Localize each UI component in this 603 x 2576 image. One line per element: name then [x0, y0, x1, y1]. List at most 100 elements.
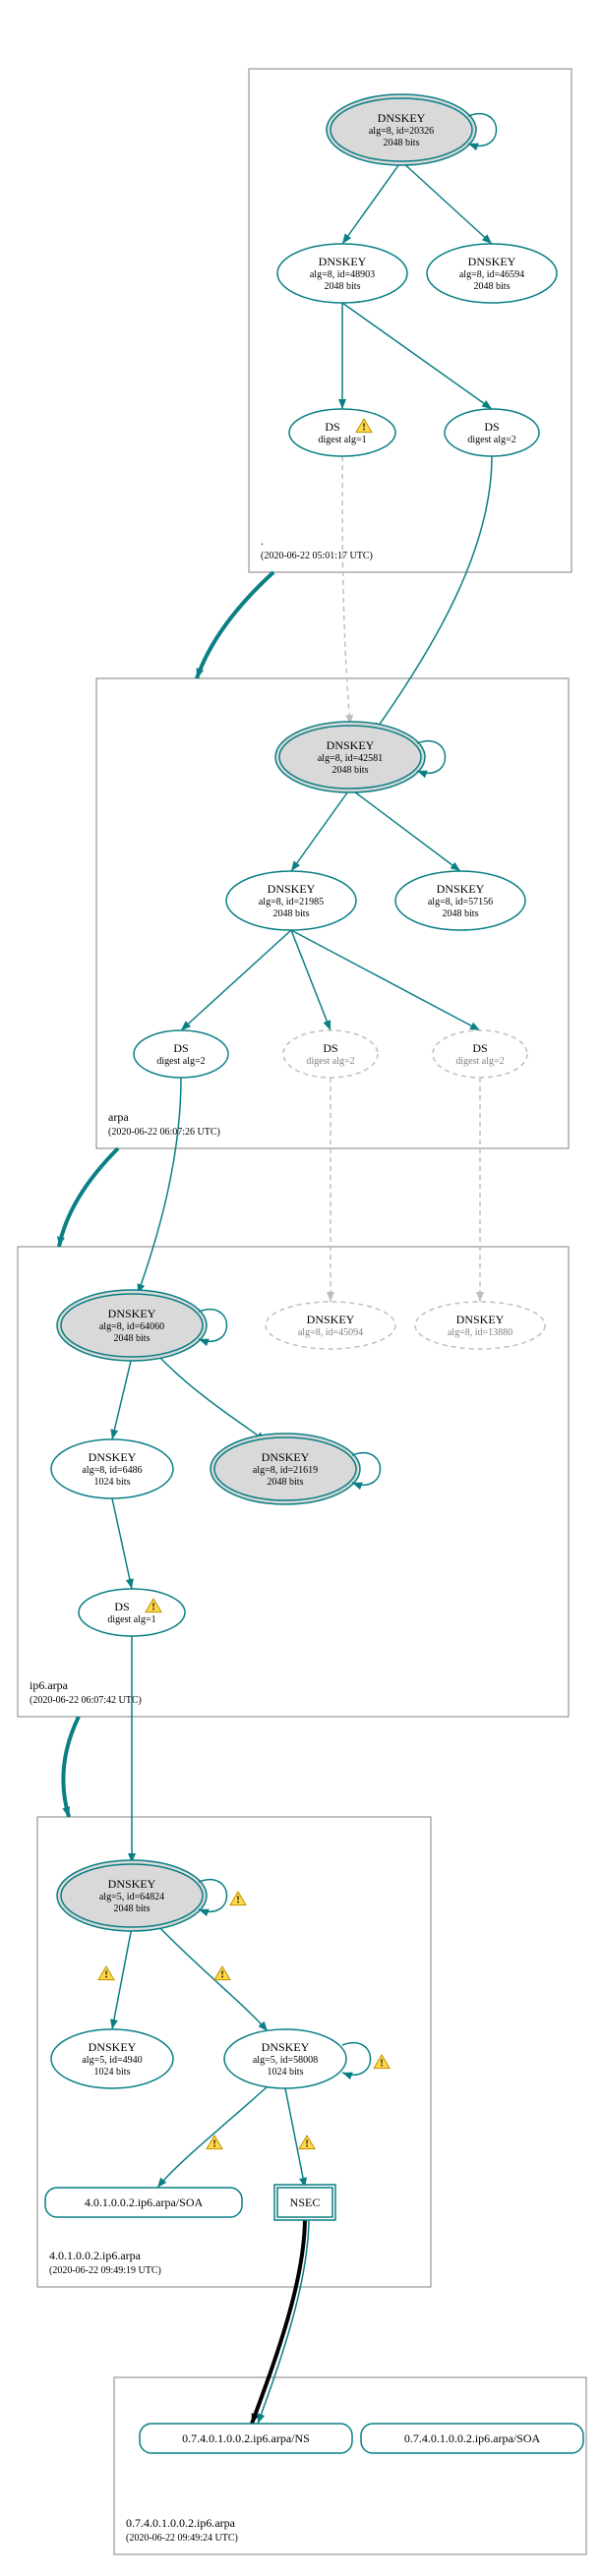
- svg-text:2048 bits: 2048 bits: [268, 1477, 304, 1488]
- svg-text:2048 bits: 2048 bits: [325, 281, 361, 292]
- zone-delegation-edge: [197, 572, 273, 678]
- svg-text:2048 bits: 2048 bits: [114, 1333, 151, 1344]
- node-arpa-ds1: DSdigest alg=2: [134, 1030, 228, 1078]
- edge: [252, 2217, 305, 2424]
- node-arpa-zsk2: DNSKEYalg=8, id=571562048 bits: [395, 871, 525, 930]
- svg-text:2048 bits: 2048 bits: [332, 765, 369, 776]
- node-root-zsk1: DNSKEYalg=8, id=489032048 bits: [277, 244, 407, 303]
- svg-text:DS: DS: [323, 1041, 337, 1055]
- edge: [342, 456, 350, 725]
- svg-text:NSEC: NSEC: [290, 2195, 321, 2209]
- svg-text:!: !: [236, 1896, 239, 1906]
- node-z4-ksk: DNSKEYalg=5, id=648242048 bits: [57, 1860, 207, 1931]
- svg-text:2048 bits: 2048 bits: [474, 281, 511, 292]
- zone-label: 0.7.4.0.1.0.0.2.ip6.arpa: [126, 2516, 236, 2530]
- svg-text:DNSKEY: DNSKEY: [108, 1307, 156, 1320]
- svg-text:digest alg=2: digest alg=2: [156, 1056, 205, 1067]
- svg-text:alg=8, id=57156: alg=8, id=57156: [428, 897, 493, 907]
- svg-text:DNSKEY: DNSKEY: [268, 882, 316, 896]
- edge: [342, 303, 492, 409]
- svg-text:alg=8, id=21985: alg=8, id=21985: [259, 897, 324, 907]
- edge: [157, 1355, 266, 1441]
- zone-label: ip6.arpa: [30, 1678, 69, 1692]
- svg-text:!: !: [305, 2139, 308, 2150]
- svg-text:alg=8, id=45094: alg=8, id=45094: [298, 1327, 363, 1338]
- svg-text:digest alg=2: digest alg=2: [306, 1056, 354, 1067]
- svg-text:digest alg=1: digest alg=1: [318, 435, 366, 445]
- zone-label: arpa: [108, 1110, 129, 1124]
- node-root-zsk2: DNSKEYalg=8, id=465942048 bits: [427, 244, 557, 303]
- edge: [138, 1078, 181, 1294]
- svg-text:DNSKEY: DNSKEY: [307, 1313, 355, 1326]
- svg-text:DNSKEY: DNSKEY: [437, 882, 485, 896]
- node-ip6-dk-gray1: DNSKEYalg=8, id=45094: [266, 1302, 395, 1349]
- node-ip6-ds: DSdigest alg=1: [79, 1589, 185, 1636]
- node-ip6-zsk2: DNSKEYalg=8, id=216192048 bits: [211, 1434, 360, 1504]
- svg-text:DNSKEY: DNSKEY: [378, 111, 426, 125]
- node-z4-nsec: NSEC: [274, 2185, 335, 2220]
- node-z4-zsk1: DNSKEYalg=5, id=49401024 bits: [51, 2029, 173, 2088]
- edge: [285, 2088, 305, 2188]
- node-ip6-zsk1: DNSKEYalg=8, id=64861024 bits: [51, 1439, 173, 1498]
- node-root-ksk: DNSKEYalg=8, id=203262048 bits: [327, 94, 476, 165]
- svg-text:alg=5, id=4940: alg=5, id=4940: [82, 2055, 142, 2066]
- svg-text:!: !: [212, 2139, 215, 2150]
- zone-label: .: [261, 534, 264, 548]
- svg-text:DS: DS: [325, 420, 339, 434]
- edge: [291, 930, 331, 1030]
- edge: [181, 930, 291, 1030]
- svg-text:1024 bits: 1024 bits: [94, 2067, 131, 2078]
- edge: [342, 161, 401, 244]
- node-z07-soa: 0.7.4.0.1.0.0.2.ip6.arpa/SOA: [361, 2424, 583, 2453]
- svg-text:DNSKEY: DNSKEY: [108, 1877, 156, 1891]
- svg-text:0.7.4.0.1.0.0.2.ip6.arpa/SOA: 0.7.4.0.1.0.0.2.ip6.arpa/SOA: [404, 2431, 541, 2445]
- svg-text:digest alg=1: digest alg=1: [107, 1614, 155, 1625]
- svg-text:2048 bits: 2048 bits: [443, 908, 479, 919]
- zone-timestamp: (2020-06-22 05:01:17 UTC): [261, 551, 373, 561]
- zone-delegation-edge: [59, 1148, 118, 1247]
- svg-text:DNSKEY: DNSKEY: [262, 2040, 310, 2054]
- zone-delegation-edge: [63, 1717, 79, 1817]
- edge: [401, 161, 492, 244]
- svg-text:2048 bits: 2048 bits: [384, 138, 420, 148]
- node-arpa-ds3: DSdigest alg=2: [433, 1030, 527, 1078]
- svg-text:DNSKEY: DNSKEY: [262, 1450, 310, 1464]
- svg-text:1024 bits: 1024 bits: [94, 1477, 131, 1488]
- svg-text:alg=8, id=46594: alg=8, id=46594: [459, 269, 524, 280]
- svg-text:alg=5, id=64824: alg=5, id=64824: [99, 1892, 164, 1903]
- svg-text:alg=8, id=64060: alg=8, id=64060: [99, 1321, 164, 1332]
- svg-text:DS: DS: [114, 1600, 129, 1613]
- node-root-ds2: DSdigest alg=2: [445, 409, 539, 456]
- zone-timestamp: (2020-06-22 09:49:24 UTC): [126, 2533, 238, 2544]
- svg-text:alg=5, id=58008: alg=5, id=58008: [253, 2055, 318, 2066]
- svg-text:alg=8, id=20326: alg=8, id=20326: [369, 126, 434, 137]
- svg-text:DNSKEY: DNSKEY: [89, 1450, 137, 1464]
- zone-timestamp: (2020-06-22 06:07:42 UTC): [30, 1695, 142, 1706]
- node-z4-soa: 4.0.1.0.0.2.ip6.arpa/SOA: [45, 2188, 242, 2217]
- svg-text:1024 bits: 1024 bits: [268, 2067, 304, 2078]
- svg-text:alg=8, id=42581: alg=8, id=42581: [318, 753, 383, 764]
- svg-text:DNSKEY: DNSKEY: [327, 738, 375, 752]
- node-arpa-ksk: DNSKEYalg=8, id=425812048 bits: [275, 722, 425, 792]
- edge: [291, 789, 350, 871]
- svg-text:!: !: [362, 423, 365, 434]
- node-z4-zsk2: DNSKEYalg=5, id=580081024 bits: [224, 2029, 346, 2088]
- svg-text:alg=8, id=13880: alg=8, id=13880: [448, 1327, 513, 1338]
- svg-text:alg=8, id=21619: alg=8, id=21619: [253, 1465, 318, 1476]
- edge: [112, 1357, 132, 1439]
- edge: [112, 1498, 132, 1589]
- edge: [157, 1925, 268, 2031]
- node-arpa-ds2: DSdigest alg=2: [283, 1030, 378, 1078]
- svg-text:digest alg=2: digest alg=2: [455, 1056, 504, 1067]
- svg-text:alg=8, id=6486: alg=8, id=6486: [82, 1465, 142, 1476]
- edge: [291, 930, 480, 1030]
- svg-text:DNSKEY: DNSKEY: [468, 255, 516, 268]
- svg-text:!: !: [380, 2059, 383, 2070]
- svg-text:DNSKEY: DNSKEY: [456, 1313, 505, 1326]
- svg-text:2048 bits: 2048 bits: [273, 908, 310, 919]
- edge: [157, 2086, 268, 2188]
- svg-text:!: !: [104, 1970, 107, 1981]
- edge: [374, 456, 492, 732]
- node-root-ds1: DSdigest alg=1: [289, 409, 395, 456]
- svg-text:DS: DS: [173, 1041, 188, 1055]
